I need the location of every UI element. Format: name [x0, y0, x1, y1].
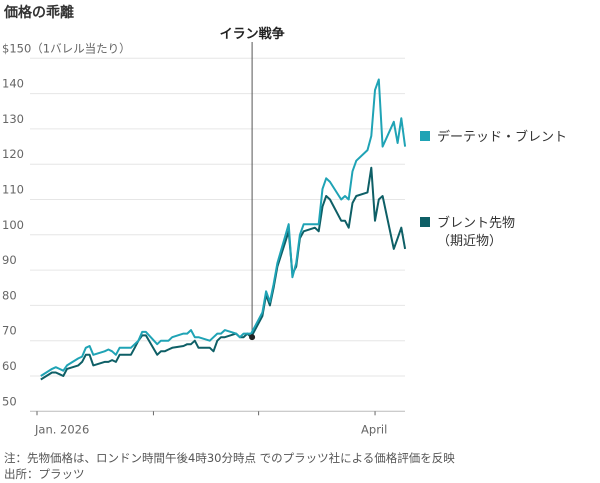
y-tick-label: 120 [2, 147, 24, 161]
footnote: 注：先物価格は、ロンドン時間午後4時30分時点 でのプラッツ社による価格評価を反… [4, 451, 455, 465]
y-tick-label: $150（1バレル当たり） [2, 41, 131, 55]
annotation-label: イラン戦争 [220, 26, 285, 42]
y-tick-label: 130 [2, 112, 24, 126]
y-tick-label: 70 [2, 324, 17, 338]
annotation-dot [249, 334, 256, 341]
series-line [40, 166, 407, 381]
legend-swatch [420, 217, 430, 227]
legend-label: デーテッド・ブレント [437, 129, 567, 145]
y-tick-label: 110 [2, 183, 24, 197]
y-tick-label: 50 [2, 394, 17, 408]
legend-label: ブレント先物 [437, 215, 515, 231]
y-tick-label: 140 [2, 77, 24, 91]
y-tick-label: 90 [2, 253, 17, 267]
source-note: 出所：プラッツ [4, 467, 85, 481]
legend-swatch [420, 131, 430, 141]
x-tick-label: Jan. 2026 [34, 422, 89, 436]
legend-label-line2: （期近物） [437, 234, 502, 249]
y-tick-label: 60 [2, 359, 17, 373]
y-tick-label: 100 [2, 218, 24, 232]
x-tick-label: April [361, 422, 387, 436]
series-line [40, 78, 407, 377]
y-tick-label: 80 [2, 288, 17, 302]
chart-title: 価格の乖離 [4, 5, 74, 21]
